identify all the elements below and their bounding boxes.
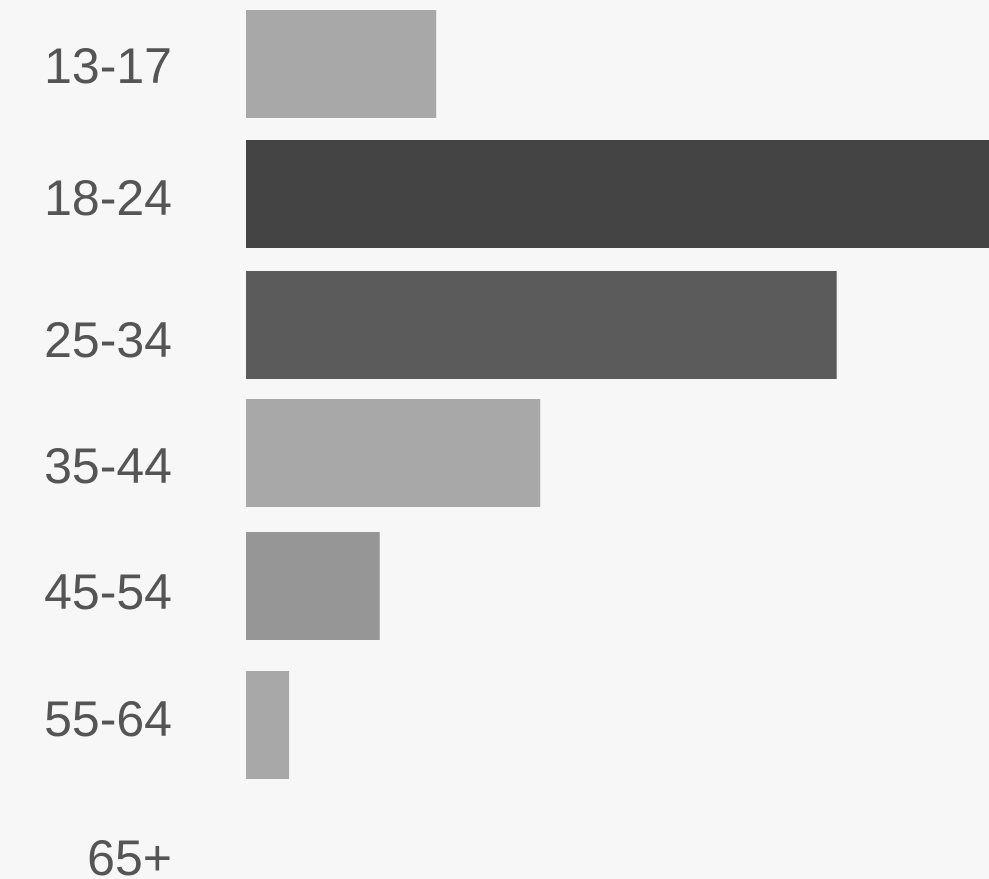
tick-label-18-24: 18-24 [44, 170, 172, 226]
tick-label-65plus: 65+ [87, 830, 172, 879]
tick-label-55-64: 55-64 [44, 691, 172, 747]
bar-13-17 [246, 10, 437, 118]
bars-group [246, 10, 989, 779]
category-labels-group: 13-17 18-24 25-34 35-44 45-54 55-64 65+ [44, 38, 172, 879]
bar-55-64 [246, 671, 290, 779]
bar-25-34 [246, 271, 837, 379]
tick-label-45-54: 45-54 [44, 564, 172, 620]
tick-label-13-17: 13-17 [44, 38, 172, 94]
bar-18-24 [246, 140, 989, 248]
tick-label-35-44: 35-44 [44, 438, 172, 494]
bar-35-44 [246, 399, 541, 507]
bar-45-54 [246, 532, 380, 640]
tick-label-25-34: 25-34 [44, 312, 172, 368]
